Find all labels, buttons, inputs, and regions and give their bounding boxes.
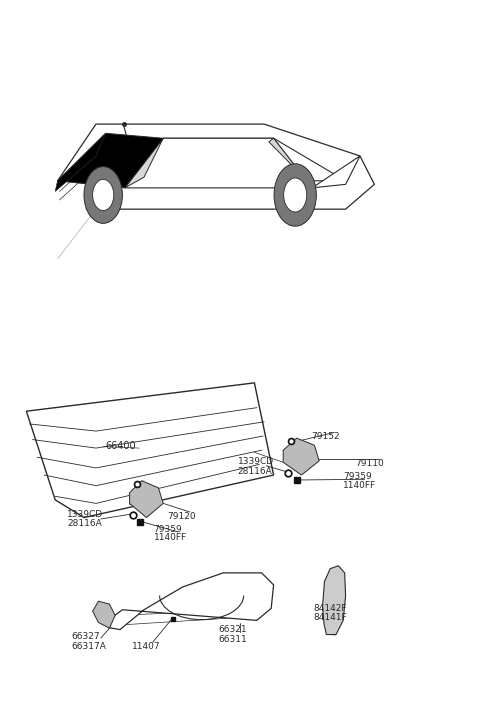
Polygon shape [163, 138, 346, 181]
Polygon shape [55, 133, 106, 191]
Polygon shape [26, 383, 274, 518]
Polygon shape [125, 138, 312, 188]
Text: 11407: 11407 [132, 642, 161, 652]
Polygon shape [323, 566, 346, 635]
Text: 79359: 79359 [343, 472, 372, 481]
Polygon shape [283, 438, 319, 475]
Text: 28116A: 28116A [238, 467, 272, 476]
Text: 1140FF: 1140FF [343, 481, 376, 490]
Circle shape [84, 167, 122, 223]
Text: 84141F: 84141F [313, 613, 347, 623]
Text: 66317A: 66317A [71, 642, 106, 651]
Text: 1339CD: 1339CD [67, 510, 103, 520]
Polygon shape [269, 138, 312, 188]
Text: 79120: 79120 [167, 512, 196, 521]
Text: 79152: 79152 [311, 432, 340, 442]
Polygon shape [125, 138, 163, 188]
Polygon shape [58, 133, 163, 188]
Text: 79110: 79110 [355, 459, 384, 469]
Polygon shape [93, 601, 115, 628]
Text: 79359: 79359 [154, 525, 182, 534]
Text: 66321: 66321 [218, 625, 247, 635]
Text: 28116A: 28116A [67, 519, 102, 528]
Text: 1339CD: 1339CD [238, 457, 274, 467]
Text: 66311: 66311 [218, 635, 247, 644]
Circle shape [93, 179, 114, 211]
Text: 66327: 66327 [71, 632, 100, 642]
Polygon shape [312, 156, 360, 188]
Polygon shape [130, 481, 163, 518]
Circle shape [284, 178, 307, 212]
Text: 66400: 66400 [106, 441, 136, 451]
Text: 1140FF: 1140FF [154, 533, 187, 542]
Text: 84142F: 84142F [313, 604, 347, 613]
Text: 79152: 79152 [132, 493, 161, 503]
Circle shape [274, 164, 316, 226]
Polygon shape [108, 573, 274, 630]
